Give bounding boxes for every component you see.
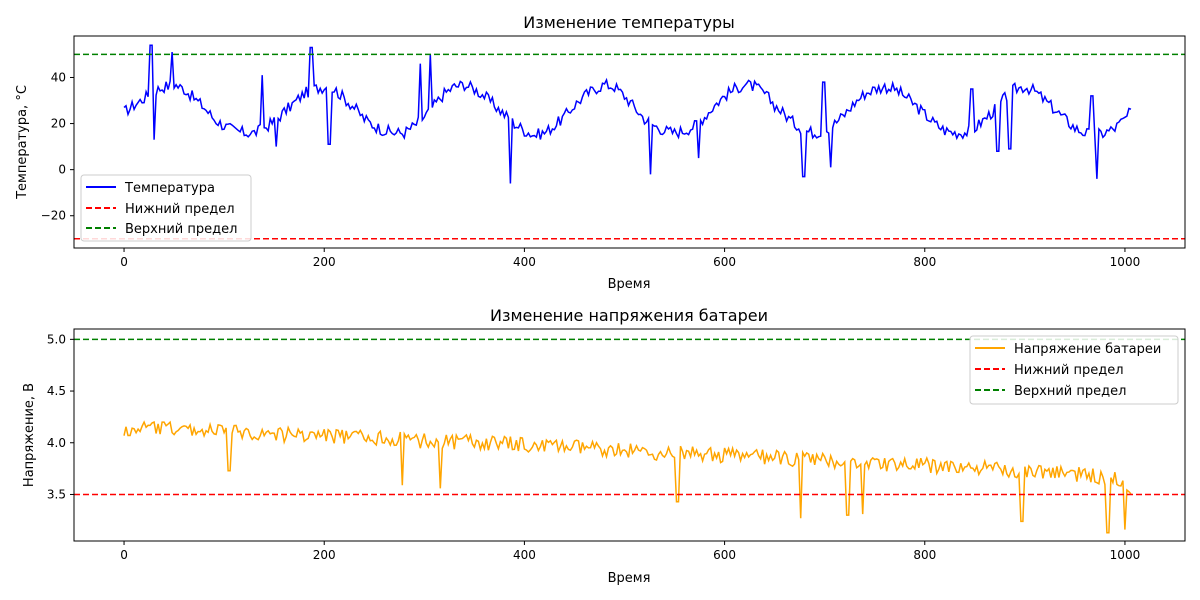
voltage-x-axis-label: Время [608, 571, 651, 586]
y-tick-label: 40 [51, 70, 66, 84]
y-tick-label: 0 [58, 163, 66, 177]
voltage-axis-ticks: 0 200 400 600 800 1000 3.5 4.0 4.5 5.0 [47, 332, 1140, 562]
legend-label-temperature: Температура [124, 181, 215, 196]
temperature-y-axis-label: Температура, °C [15, 85, 30, 200]
x-tick-label: 1000 [1110, 548, 1141, 562]
voltage-chart-title: Изменение напряжения батареи [490, 306, 768, 325]
y-tick-label: 20 [51, 117, 66, 131]
temperature-chart: Изменение температуры 0 200 400 600 800 1000−… [15, 13, 1186, 292]
x-tick-label: 200 [313, 548, 336, 562]
y-tick-label: −20 [41, 209, 66, 223]
x-tick-label: 600 [713, 548, 736, 562]
legend-label-lower-limit: Нижний предел [125, 202, 235, 217]
temperature-line [123, 44, 1132, 184]
voltage-legend-box [969, 335, 1179, 405]
x-tick-label: 800 [913, 255, 936, 269]
temperature-chart-title: Изменение температуры [523, 13, 735, 32]
battery-voltage-line [123, 420, 1132, 534]
y-tick-label: 3.5 [47, 487, 66, 501]
temperature-plot-area [74, 44, 1185, 240]
temperature-axes-frame [73, 35, 1186, 249]
legend-label-upper-limit: Верхний предел [1014, 384, 1126, 399]
y-tick-label: 5.0 [47, 332, 66, 346]
y-tick-label: 4.5 [47, 384, 66, 398]
x-tick-label: 400 [513, 548, 536, 562]
x-tick-label: 800 [913, 548, 936, 562]
voltage-plot-area [74, 338, 1185, 534]
x-tick-label: 200 [313, 255, 336, 269]
temperature-axis-ticks: 0 200 400 600 800 1000 −20 0 20 40 [41, 70, 1141, 269]
voltage-chart: Изменение напряжения батареи 0 200 400 600 8… [22, 306, 1186, 586]
x-tick-label: 1000 [1110, 255, 1141, 269]
temperature-legend-box [80, 174, 252, 242]
x-tick-label: 0 [120, 548, 128, 562]
x-tick-label: 0 [120, 255, 128, 269]
legend-label-upper-limit: Верхний предел [125, 222, 237, 237]
x-tick-label: 600 [713, 255, 736, 269]
voltage-legend: Напряжение батареи Нижний предел Верхний… [969, 335, 1179, 405]
temperature-x-axis-label: Время [608, 277, 651, 292]
y-tick-label: 4.0 [47, 436, 66, 450]
legend-label-lower-limit: Нижний предел [1014, 363, 1124, 378]
temperature-legend: Температура Нижний предел Верхний предел [80, 174, 252, 242]
legend-label-battery-voltage: Напряжение батареи [1014, 342, 1161, 357]
x-tick-label: 400 [513, 255, 536, 269]
voltage-axes-frame [73, 328, 1186, 542]
voltage-y-axis-label: Напряжение, В [22, 383, 37, 487]
